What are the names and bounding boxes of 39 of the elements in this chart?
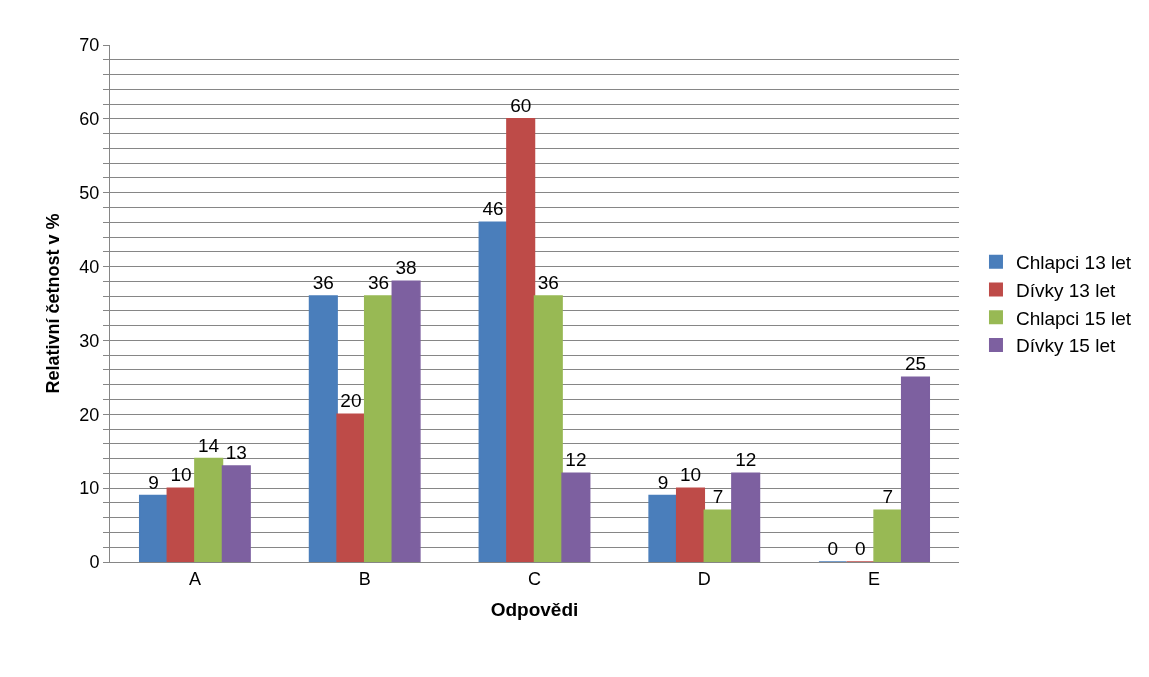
legend-label: Dívky 13 let (1015, 279, 1116, 301)
data-label: 10 (679, 464, 702, 486)
data-label: 10 (170, 464, 192, 486)
x-axis-title: Odpovědi (490, 599, 579, 621)
legend-label: Chlapci 15 let (1015, 307, 1132, 329)
x-tick-label: A (188, 568, 201, 589)
data-label: 60 (510, 94, 532, 116)
x-tick-label: D (697, 568, 711, 589)
data-label: 46 (482, 198, 504, 220)
data-label: 20 (340, 390, 362, 412)
y-axis-title: Relativní četnost v % (42, 213, 63, 394)
x-tick-label: B (358, 568, 371, 589)
data-label: 36 (537, 272, 559, 294)
x-tick-label: C (528, 568, 541, 589)
data-label: 25 (904, 353, 927, 375)
data-label: 7 (882, 486, 894, 508)
y-tick-label: 30 (79, 330, 100, 351)
data-label: 12 (565, 449, 587, 471)
y-tick-label: 70 (79, 35, 100, 56)
data-label: 0 (855, 538, 866, 559)
y-tick-label: 20 (79, 404, 100, 425)
y-tick-label: 10 (79, 478, 100, 499)
y-tick-label: 40 (79, 256, 100, 277)
data-label: 36 (312, 272, 334, 294)
data-label: 12 (735, 449, 757, 471)
data-label: 9 (148, 471, 159, 493)
y-tick-label: 0 (89, 552, 100, 573)
legend-label: Chlapci 13 let (1015, 252, 1132, 274)
data-label: 38 (395, 257, 417, 279)
data-label: 7 (712, 486, 724, 508)
data-label: 14 (197, 434, 220, 456)
x-tick-label: E (868, 568, 881, 589)
data-label: 0 (827, 538, 838, 559)
y-tick-label: 50 (79, 183, 100, 204)
y-tick-label: 60 (79, 109, 100, 130)
data-label: 13 (225, 441, 247, 463)
data-label: 36 (367, 272, 390, 294)
data-label: 9 (657, 471, 669, 493)
legend-label: Dívky 15 let (1015, 335, 1116, 357)
